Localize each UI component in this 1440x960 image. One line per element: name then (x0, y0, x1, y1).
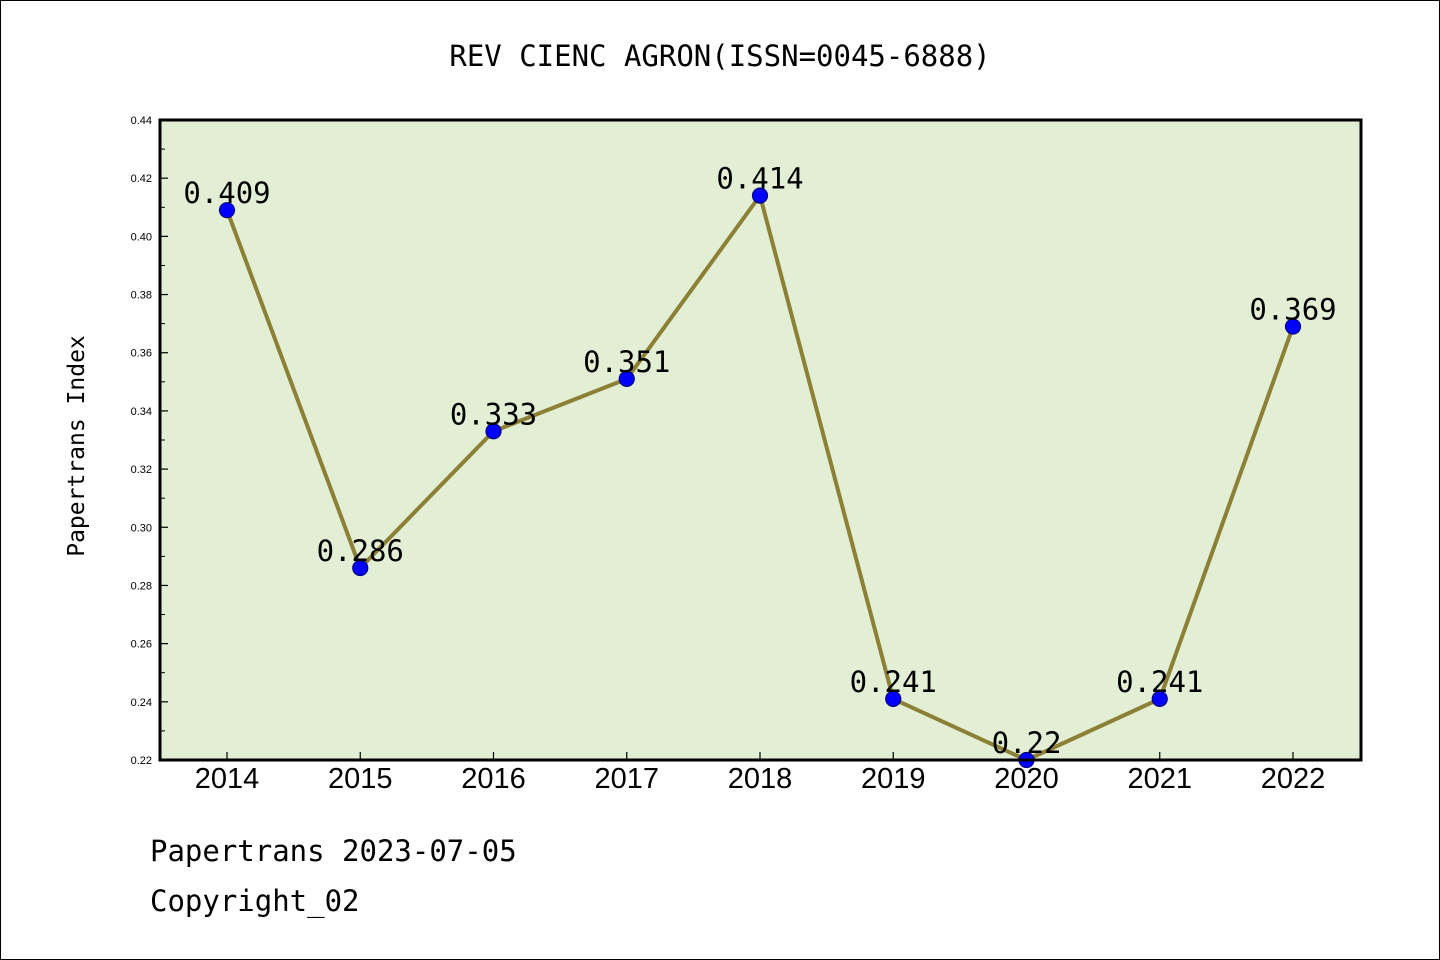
x-tick-label: 2014 (195, 763, 260, 795)
footer-date-line: Papertrans 2023-07-05 (150, 834, 517, 868)
y-tick-label: 0.26 (131, 639, 152, 651)
y-tick-label: 0.36 (131, 348, 152, 360)
x-axis-ticks: 2014 2015 2016 2017 2018 2019 2020 2021 2022 (195, 752, 1326, 795)
data-value-labels: 0.409 0.286 0.333 0.351 0.414 0.241 0.22 0.241 0… (183, 162, 1336, 760)
y-tick-label: 0.34 (131, 406, 152, 418)
x-tick-label: 2017 (594, 763, 659, 795)
data-value-label: 0.22 (992, 726, 1062, 760)
data-markers (218, 187, 1302, 769)
x-tick-label: 2020 (994, 763, 1059, 795)
data-point-marker (352, 559, 369, 577)
x-tick-label: 2021 (1127, 763, 1192, 795)
x-tick-label: 2018 (728, 763, 793, 795)
plot-area (160, 120, 1361, 760)
data-value-label: 0.333 (450, 397, 537, 431)
x-tick-label: 2016 (461, 763, 526, 795)
data-value-label: 0.286 (317, 534, 404, 568)
data-point-marker (485, 423, 502, 440)
footer-copyright-line: Copyright_02 (150, 884, 360, 918)
data-point-marker (218, 202, 236, 219)
y-tick-label: 0.28 (131, 580, 152, 592)
data-value-label: 0.241 (850, 665, 937, 699)
data-point-marker (1151, 690, 1168, 708)
y-tick-label: 0.30 (131, 522, 152, 534)
y-tick-label: 0.38 (131, 290, 152, 302)
data-value-label: 0.241 (1116, 665, 1203, 699)
y-tick-label: 0.32 (131, 464, 152, 476)
data-value-label: 0.414 (716, 162, 803, 196)
x-tick-label: 2015 (328, 763, 393, 795)
y-tick-label: 0.22 (131, 755, 152, 767)
y-axis-ticks: 0.22 0.24 0.26 0.28 0.30 0.32 0.34 0.36 0.38 0.40… (131, 115, 168, 767)
data-point-marker (751, 187, 769, 204)
x-tick-label: 2022 (1261, 763, 1326, 795)
y-tick-label: 0.42 (131, 173, 152, 185)
y-tick-label: 0.24 (131, 697, 152, 709)
data-point-marker (1284, 318, 1302, 335)
x-tick-label: 2019 (861, 763, 926, 795)
data-value-label: 0.409 (183, 176, 270, 210)
y-axis-label: Papertrans Index (64, 335, 90, 557)
data-value-label: 0.369 (1249, 293, 1336, 327)
plot-border (158, 118, 1363, 762)
y-tick-label: 0.40 (131, 231, 152, 243)
chart-title: REV CIENC AGRON(ISSN=0045-6888) (449, 39, 990, 73)
y-tick-label: 0.44 (131, 115, 152, 127)
data-value-label: 0.351 (583, 345, 670, 379)
data-point-marker (885, 690, 902, 708)
data-point-marker (618, 370, 635, 388)
